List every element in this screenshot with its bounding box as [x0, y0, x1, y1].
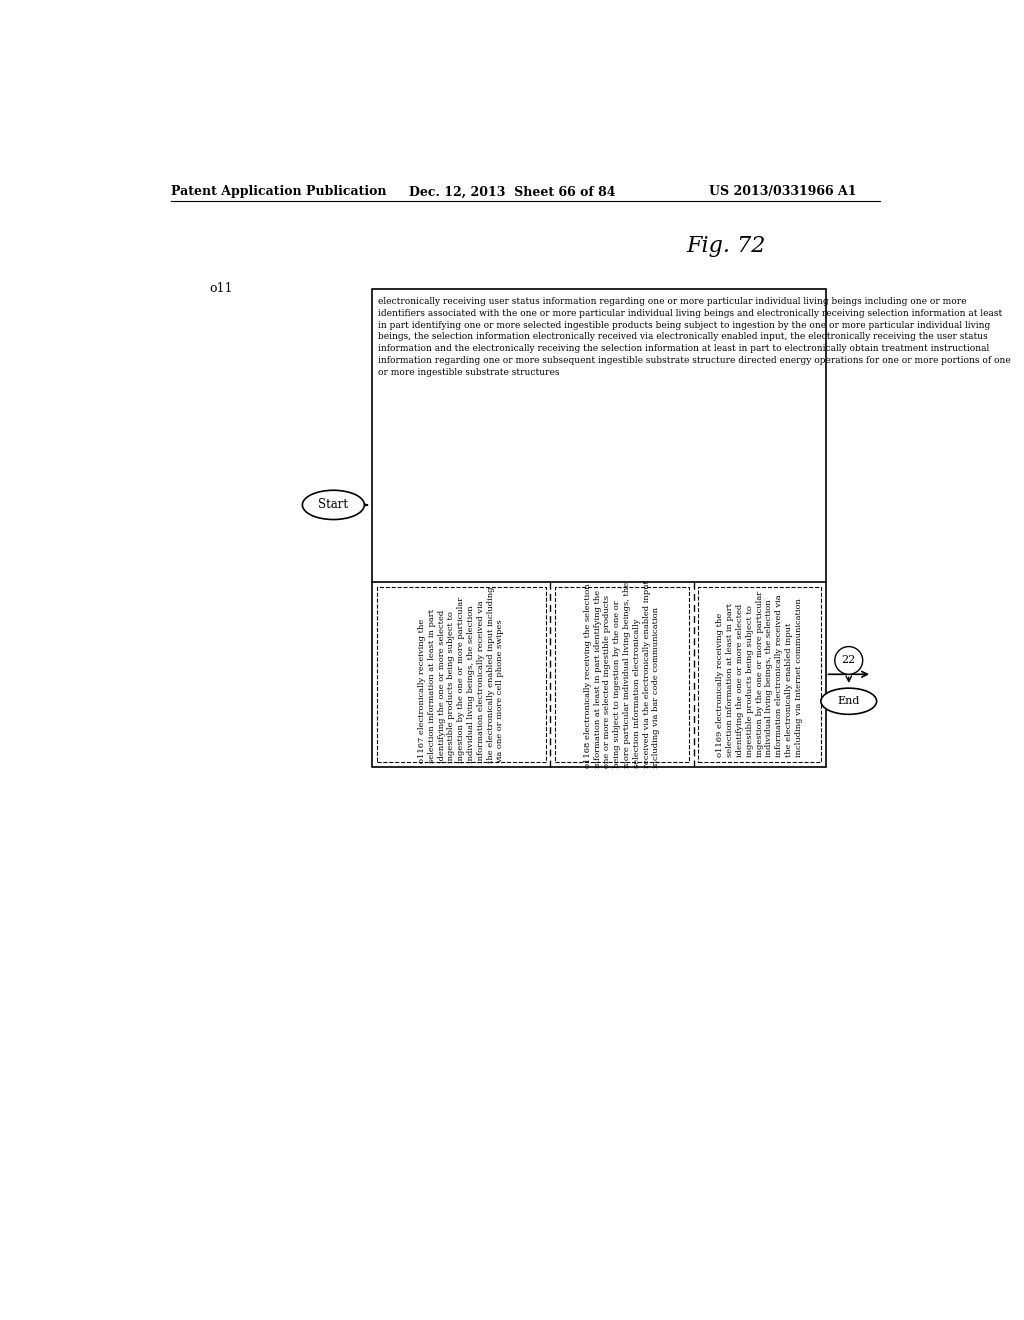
Text: electronically receiving user status information regarding one or more particula: electronically receiving user status inf…	[378, 297, 1011, 376]
Text: o1168 electronically receiving the selection
information at least in part identi: o1168 electronically receiving the selec…	[584, 581, 660, 768]
Text: Start: Start	[318, 499, 348, 511]
Ellipse shape	[302, 490, 365, 520]
Text: 22: 22	[842, 656, 856, 665]
Bar	[372, 289, 825, 767]
Bar	[698, 586, 821, 762]
Text: Patent Application Publication: Patent Application Publication	[171, 185, 386, 198]
Text: o1167 electronically receiving the
selection information at least in part
identi: o1167 electronically receiving the selec…	[418, 586, 505, 763]
Ellipse shape	[821, 688, 877, 714]
Circle shape	[835, 647, 862, 675]
Text: Dec. 12, 2013  Sheet 66 of 84: Dec. 12, 2013 Sheet 66 of 84	[409, 185, 615, 198]
Bar	[377, 586, 546, 762]
Bar	[555, 586, 689, 762]
Text: o1169 electronically receiving the
selection information at least in part
identi: o1169 electronically receiving the selec…	[717, 591, 803, 758]
Text: End: End	[838, 696, 860, 706]
Text: Fig. 72: Fig. 72	[686, 235, 765, 257]
Text: US 2013/0331966 A1: US 2013/0331966 A1	[710, 185, 857, 198]
Text: o11: o11	[209, 281, 232, 294]
